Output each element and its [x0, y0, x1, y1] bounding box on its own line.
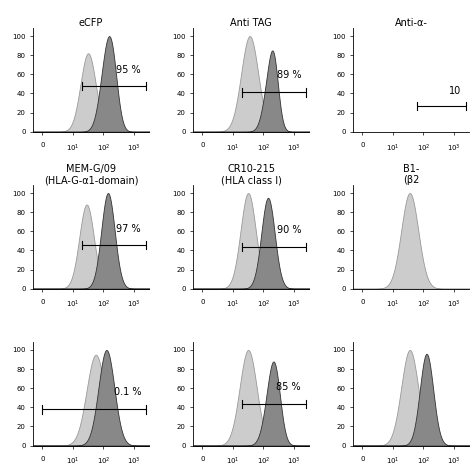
Text: $10^2$: $10^2$	[256, 456, 270, 467]
Text: 85 %: 85 %	[276, 382, 301, 392]
Text: 97 %: 97 %	[117, 224, 141, 234]
Text: $10^3$: $10^3$	[447, 456, 461, 467]
Text: $10^2$: $10^2$	[97, 299, 110, 310]
Text: $10^3$: $10^3$	[127, 142, 141, 154]
Text: $10^3$: $10^3$	[287, 142, 301, 154]
Text: $10^1$: $10^1$	[386, 142, 400, 154]
Text: $10^3$: $10^3$	[447, 142, 461, 154]
Text: $10^3$: $10^3$	[287, 299, 301, 310]
Text: 0: 0	[200, 299, 205, 305]
Text: 0.1 %: 0.1 %	[114, 387, 141, 397]
Text: $10^1$: $10^1$	[226, 299, 240, 310]
Text: $10^2$: $10^2$	[256, 299, 270, 310]
Text: 0: 0	[40, 142, 45, 148]
Title: eCFP: eCFP	[79, 18, 103, 28]
Text: 90 %: 90 %	[277, 225, 301, 235]
Text: 0: 0	[40, 456, 45, 462]
Text: $10^3$: $10^3$	[127, 299, 141, 310]
Text: 0: 0	[200, 456, 205, 462]
Text: $10^2$: $10^2$	[417, 456, 430, 467]
Text: $10^2$: $10^2$	[417, 299, 430, 310]
Text: 0: 0	[200, 142, 205, 148]
Text: 0: 0	[360, 299, 365, 305]
Text: $10^2$: $10^2$	[256, 142, 270, 154]
Text: $10^1$: $10^1$	[226, 456, 240, 467]
Text: $10^1$: $10^1$	[66, 456, 80, 467]
Title: CR10-215
(HLA class I): CR10-215 (HLA class I)	[221, 164, 282, 185]
Text: $10^2$: $10^2$	[97, 142, 110, 154]
Text: $10^2$: $10^2$	[97, 456, 110, 467]
Text: $10^3$: $10^3$	[127, 456, 141, 467]
Text: $10^3$: $10^3$	[447, 299, 461, 310]
Text: $10^1$: $10^1$	[226, 142, 240, 154]
Text: $10^1$: $10^1$	[66, 142, 80, 154]
Text: 95 %: 95 %	[117, 65, 141, 75]
Title: Anti TAG: Anti TAG	[230, 18, 272, 28]
Text: $10^1$: $10^1$	[66, 299, 80, 310]
Text: $10^1$: $10^1$	[386, 299, 400, 310]
Text: $10^3$: $10^3$	[287, 456, 301, 467]
Text: 10: 10	[449, 85, 461, 96]
Title: MEM-G/09
(HLA-G-α1-domain): MEM-G/09 (HLA-G-α1-domain)	[44, 164, 138, 185]
Text: 89 %: 89 %	[277, 70, 301, 80]
Text: 0: 0	[360, 142, 365, 148]
Text: 0: 0	[40, 299, 45, 305]
Text: $10^1$: $10^1$	[386, 456, 400, 467]
Text: 0: 0	[360, 456, 365, 462]
Title: Anti-α-: Anti-α-	[395, 18, 428, 28]
Text: $10^2$: $10^2$	[417, 142, 430, 154]
Title: B1-
(β2: B1- (β2	[403, 164, 419, 185]
